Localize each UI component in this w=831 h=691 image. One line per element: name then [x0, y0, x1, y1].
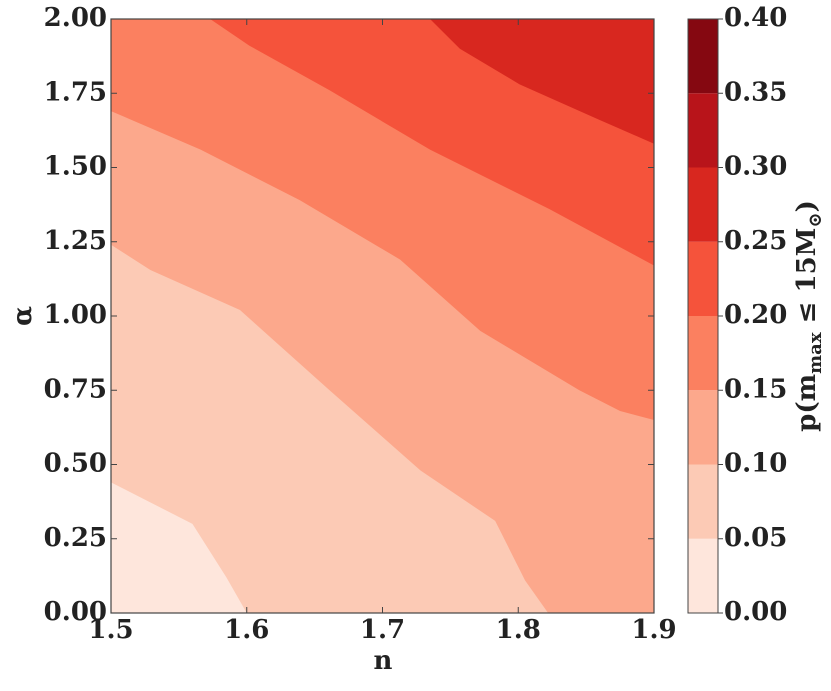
- label-subscript: ⊙: [805, 212, 826, 227]
- label-subscript: max: [805, 332, 826, 374]
- contour-band: [111, 19, 654, 613]
- y-tick-label: 1.75: [44, 77, 107, 107]
- colorbar-tick-label: 0.20: [724, 300, 787, 330]
- colorbar-segment: [688, 464, 718, 539]
- colorbar-tick-label: 0.10: [724, 449, 787, 479]
- y-tick-label: 0.50: [44, 449, 107, 479]
- contour-band: [111, 19, 654, 613]
- label-part: p(m: [792, 374, 822, 432]
- y-tick-label: 1.50: [44, 152, 107, 182]
- colorbar-segment: [688, 241, 718, 316]
- x-tick-label: 1.7: [360, 615, 405, 645]
- x-tick-label: 1.9: [631, 615, 676, 645]
- colorbar-segment: [688, 390, 718, 465]
- label-part: ≤ 15M: [792, 228, 822, 333]
- colorbar-tick-label: 0.25: [724, 226, 787, 256]
- colorbar-frame: [687, 18, 719, 614]
- plot-area: [111, 19, 654, 613]
- y-tick-label: 1.25: [44, 226, 107, 256]
- colorbar-segment: [688, 167, 718, 242]
- colorbar-segment: [688, 93, 718, 168]
- x-tick-label: 1.5: [88, 615, 133, 645]
- y-tick-label: 1.00: [44, 300, 107, 330]
- x-axis-label: n: [374, 646, 393, 676]
- colorbar-label: p(mmax ≤ 15M⊙): [792, 200, 826, 432]
- y-tick-label: 2.00: [44, 3, 107, 33]
- x-tick-label: 1.8: [496, 615, 541, 645]
- y-tick-label: 0.75: [44, 374, 107, 404]
- colorbar-segment: [688, 316, 718, 391]
- colorbar-tick-label: 0.15: [724, 374, 787, 404]
- colorbar-tick-label: 0.40: [724, 3, 787, 33]
- colorbar-segment: [688, 19, 718, 94]
- colorbar-tick-label: 0.35: [724, 77, 787, 107]
- x-tick-label: 1.6: [224, 615, 269, 645]
- y-tick-label: 0.00: [44, 597, 107, 627]
- y-axis-label: α: [8, 306, 38, 326]
- label-part: ): [792, 200, 822, 212]
- colorbar-tick-label: 0.30: [724, 152, 787, 182]
- colorbar-tick-label: 0.05: [724, 523, 787, 553]
- colorbar-segment: [688, 538, 718, 613]
- colorbar-tick-label: 0.00: [724, 597, 787, 627]
- y-tick-label: 0.25: [44, 523, 107, 553]
